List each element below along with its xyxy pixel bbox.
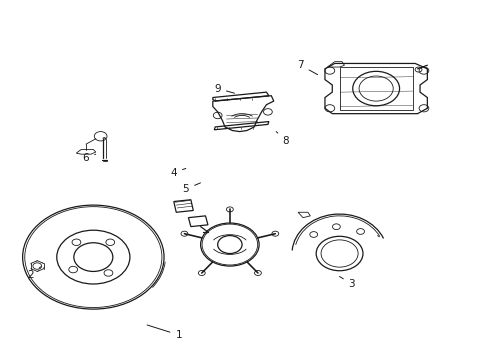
Text: 6: 6	[82, 153, 96, 163]
Text: 5: 5	[183, 183, 200, 194]
Text: 1: 1	[147, 325, 182, 340]
Text: 8: 8	[276, 132, 289, 145]
Text: 3: 3	[339, 276, 354, 289]
Text: 4: 4	[170, 168, 185, 178]
Text: 9: 9	[214, 84, 234, 94]
Text: 2: 2	[27, 267, 41, 280]
Text: 7: 7	[297, 60, 317, 75]
